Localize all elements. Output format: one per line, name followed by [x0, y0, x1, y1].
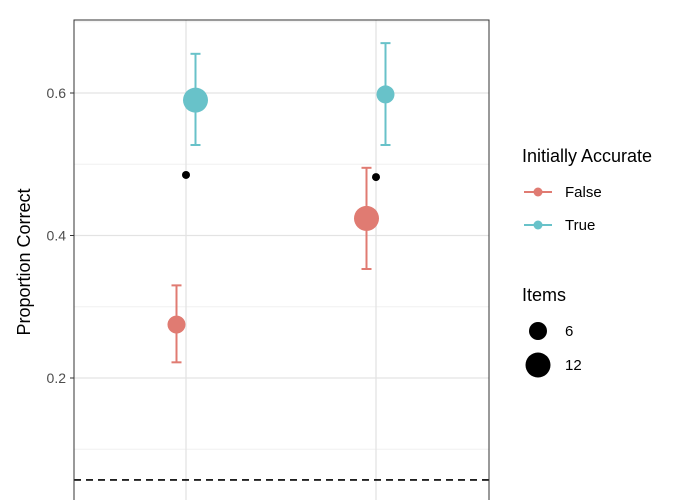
- legend-color-title: Initially Accurate: [522, 146, 652, 166]
- y-axis: 0.2 0.4 0.6: [47, 85, 74, 386]
- y-tick-label: 0.6: [47, 85, 67, 101]
- y-axis-title: Proportion Correct: [14, 188, 34, 335]
- legend-label: 12: [565, 357, 582, 374]
- legend-size-key: [525, 352, 551, 378]
- data-point: [354, 205, 379, 231]
- grid-layer: [74, 20, 489, 500]
- legend-size-title: Items: [522, 285, 566, 305]
- legend-key-point: [533, 187, 543, 197]
- legend-key-point: [533, 220, 543, 230]
- data-point: [376, 85, 395, 104]
- panel-background: [74, 20, 489, 500]
- y-tick-label: 0.4: [47, 228, 67, 244]
- legend: Initially Accurate Items False True 6 12: [522, 146, 652, 378]
- reference-point: [372, 173, 380, 182]
- data-point: [183, 87, 208, 113]
- reference-point: [182, 170, 190, 179]
- legend-size-key: [529, 322, 547, 340]
- legend-label: False: [565, 184, 602, 201]
- legend-label: 6: [565, 323, 573, 340]
- y-tick-label: 0.2: [47, 370, 67, 386]
- marks-layer: [167, 42, 395, 364]
- legend-label: True: [565, 217, 595, 234]
- panel-border: [73, 19, 490, 500]
- data-point: [167, 315, 186, 334]
